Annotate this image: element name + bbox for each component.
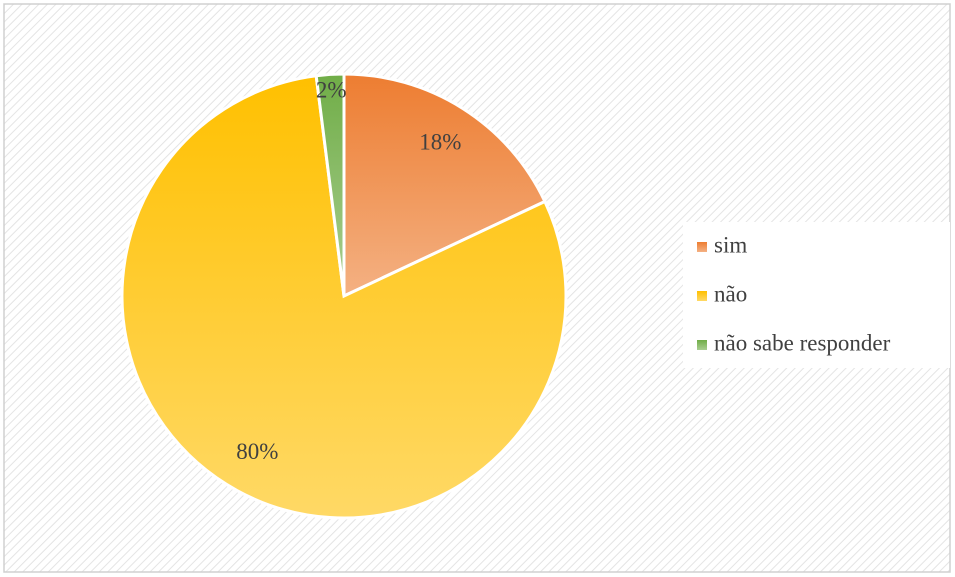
pie-slice	[314, 72, 346, 297]
pie-slice	[342, 72, 547, 299]
legend-box	[683, 222, 950, 368]
data-label: 80%	[236, 439, 278, 464]
pie: 18% 80% 2%	[120, 72, 568, 520]
legend-marker	[697, 242, 707, 252]
pie-slice	[120, 74, 568, 520]
legend-marker	[697, 291, 707, 301]
legend: sim não não sabe responder	[697, 232, 891, 355]
legend-label: sim	[714, 232, 747, 257]
legend-label: não	[714, 281, 747, 306]
data-label: 18%	[419, 129, 461, 154]
legend-label: não sabe responder	[714, 330, 891, 355]
data-label: 2%	[316, 77, 347, 102]
legend-marker	[697, 340, 707, 350]
